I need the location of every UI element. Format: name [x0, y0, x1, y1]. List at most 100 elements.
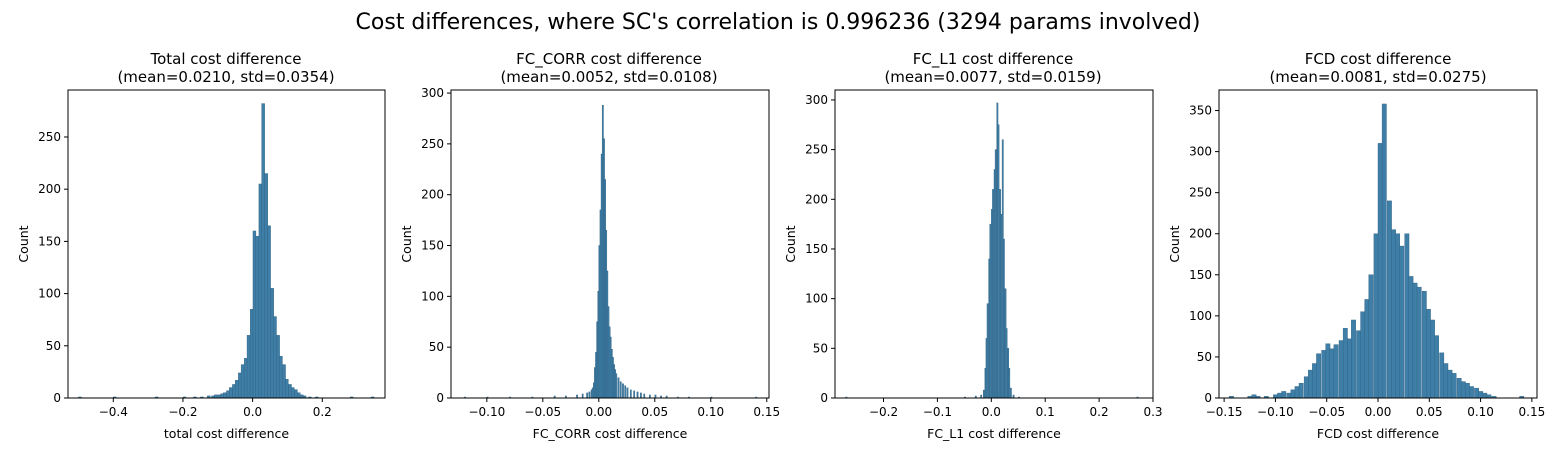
histogram-bar — [1325, 343, 1331, 399]
histogram-bar — [255, 235, 259, 399]
x-tick-label: 0.15 — [753, 405, 780, 419]
x-tick-label: −0.10 — [1257, 405, 1294, 419]
y-tick-label: 150 — [38, 234, 61, 248]
histogram-bar — [1277, 392, 1283, 399]
histogram-bar — [276, 335, 280, 399]
histogram-bar — [640, 392, 642, 399]
histogram-bar — [1333, 344, 1339, 399]
histogram-bar — [232, 384, 236, 399]
histogram-bar — [1426, 309, 1431, 399]
subplot-title-line2: (mean=0.0081, std=0.0275) — [1269, 68, 1486, 86]
histogram-bar — [989, 223, 992, 399]
x-tick-label: −0.05 — [524, 405, 561, 419]
y-tick-label: 200 — [421, 188, 444, 202]
y-tick-label: 250 — [1189, 186, 1212, 200]
x-axis-label: FC_L1 cost difference — [927, 426, 1061, 441]
histogram-bar — [1373, 233, 1379, 399]
subplot-title-line2: (mean=0.0077, std=0.0159) — [884, 68, 1101, 86]
histogram-bar — [273, 316, 277, 399]
histogram-bar — [1395, 233, 1400, 399]
y-axis-label: Count — [783, 225, 798, 262]
subplot-title-line2: (mean=0.0052, std=0.0108) — [500, 68, 717, 86]
histogram-bar — [1404, 233, 1410, 399]
y-tick-label: 0 — [1204, 391, 1212, 405]
x-tick-label: 0.05 — [1416, 405, 1443, 419]
histogram-bar — [1008, 367, 1011, 399]
histogram-bar — [294, 389, 298, 399]
histogram-bar — [267, 225, 271, 399]
histogram-bar — [258, 183, 263, 399]
histogram-bar — [617, 377, 620, 399]
y-tick-label: 100 — [421, 289, 444, 303]
histogram-bar — [1356, 330, 1362, 399]
y-tick-label: 250 — [805, 143, 828, 157]
histogram-bar — [992, 189, 994, 399]
subplot-title-line2: (mean=0.0210, std=0.0354) — [117, 68, 334, 86]
y-tick-label: 150 — [1189, 268, 1212, 282]
y-tick-label: 250 — [38, 130, 61, 144]
histogram-bar — [270, 288, 274, 399]
histogram-bar — [252, 230, 257, 399]
histogram-bar — [626, 387, 629, 399]
subplot-title-line1: FC_CORR cost difference — [516, 50, 702, 69]
x-tick-label: 0.0 — [982, 405, 1001, 419]
y-tick-label: 300 — [805, 93, 828, 107]
x-tick-label: −0.10 — [468, 405, 505, 419]
histogram-bar — [1298, 383, 1304, 399]
histogram-bar — [1443, 363, 1449, 399]
histogram-bar — [1005, 328, 1008, 399]
histogram-bar — [1286, 392, 1292, 399]
y-tick-label: 250 — [421, 137, 444, 151]
histogram-bar — [1469, 386, 1474, 399]
histogram-bar — [244, 358, 248, 399]
histogram-bar — [1368, 274, 1374, 399]
y-tick-label: 300 — [1189, 145, 1212, 159]
histogram-bar — [240, 364, 245, 399]
histogram-bars — [78, 103, 375, 399]
x-tick-label: 0.00 — [1365, 405, 1392, 419]
histogram-bar — [1347, 338, 1352, 399]
histogram-bar — [220, 393, 224, 399]
histogram-bar — [279, 356, 283, 399]
histogram-bar — [1338, 340, 1344, 399]
y-tick-label: 300 — [421, 86, 444, 100]
y-tick-label: 200 — [805, 192, 828, 206]
x-axis-label: FC_CORR cost difference — [533, 426, 688, 441]
subplot-fc-l1-cost: FC_L1 cost difference (mean=0.0077, std=… — [783, 50, 1163, 441]
axes-frame — [450, 89, 770, 399]
y-tick-label: 200 — [1189, 227, 1212, 241]
histogram-bar — [246, 335, 251, 399]
histogram-bar — [997, 124, 1000, 399]
histogram-bars — [1229, 103, 1525, 399]
y-tick-label: 100 — [38, 287, 61, 301]
histogram-bar — [1000, 213, 1003, 399]
x-tick-label: 0.0 — [243, 405, 262, 419]
x-tick-label: −0.15 — [1206, 405, 1243, 419]
histogram-bar — [581, 393, 584, 399]
histogram-bar — [288, 384, 292, 399]
y-tick-label: 100 — [1189, 309, 1212, 323]
histogram-bar — [633, 390, 636, 399]
y-tick-label: 0 — [820, 391, 828, 405]
y-tick-label: 0 — [53, 391, 61, 405]
subplot-fcd-cost: FCD cost difference (mean=0.0081, std=0.… — [1167, 50, 1545, 441]
histogram-bar — [1312, 363, 1317, 399]
x-tick-label: 0.2 — [1090, 405, 1109, 419]
histogram-bar — [994, 149, 997, 399]
y-tick-label: 50 — [813, 341, 828, 355]
subplot-title-line1: FCD cost difference — [1305, 50, 1452, 68]
histogram-bar — [1416, 286, 1422, 399]
x-tick-label: −0.2 — [168, 405, 197, 419]
histogram-bar — [1447, 369, 1453, 399]
x-axis-label: FCD cost difference — [1317, 426, 1439, 441]
y-tick-label: 50 — [46, 339, 61, 353]
histogram-bar — [629, 389, 632, 399]
histogram-bar — [282, 364, 286, 399]
y-tick-label: 100 — [805, 292, 828, 306]
x-tick-label: −0.2 — [869, 405, 898, 419]
histogram-bar — [1364, 299, 1370, 399]
histogram-bar — [1412, 282, 1418, 399]
x-tick-label: −0.05 — [1308, 405, 1345, 419]
y-tick-label: 0 — [436, 391, 444, 405]
